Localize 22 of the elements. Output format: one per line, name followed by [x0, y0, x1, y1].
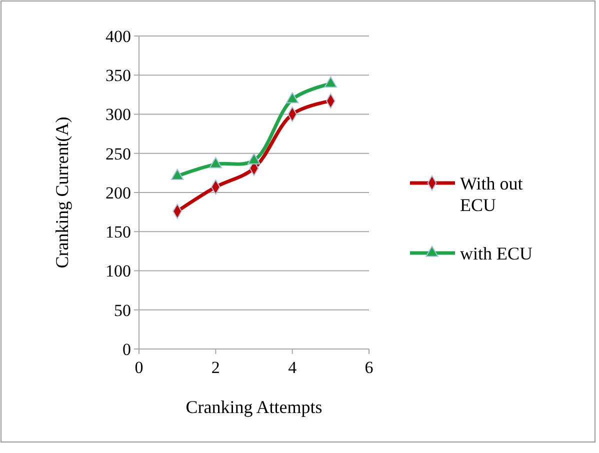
- y-tick-label: 350: [106, 66, 131, 86]
- y-tick-label: 300: [106, 105, 131, 124]
- y-tick-label: 100: [106, 262, 131, 281]
- x-tick-label: 4: [288, 358, 298, 377]
- y-tick-label: 200: [106, 183, 131, 202]
- point: [209, 157, 222, 168]
- point: [170, 168, 184, 180]
- x-tick-label: 0: [134, 358, 144, 377]
- legend-label: with ECU: [460, 243, 533, 264]
- y-tick-label: 250: [106, 144, 131, 164]
- y-tick-label: 0: [122, 340, 131, 359]
- point: [248, 153, 260, 164]
- x-tick-label: 6: [364, 358, 374, 377]
- y-tick-label: 400: [106, 26, 131, 46]
- x-tick-label: 2: [211, 358, 220, 377]
- legend-label: With out ECU: [460, 173, 523, 215]
- x-axis-title: Cranking Attempts: [186, 397, 322, 417]
- y-tick-label: 150: [106, 222, 131, 242]
- y-axis-title: Cranking Current(A): [52, 116, 72, 268]
- point: [286, 92, 299, 104]
- point: [324, 76, 338, 88]
- y-tick-label: 50: [114, 300, 131, 320]
